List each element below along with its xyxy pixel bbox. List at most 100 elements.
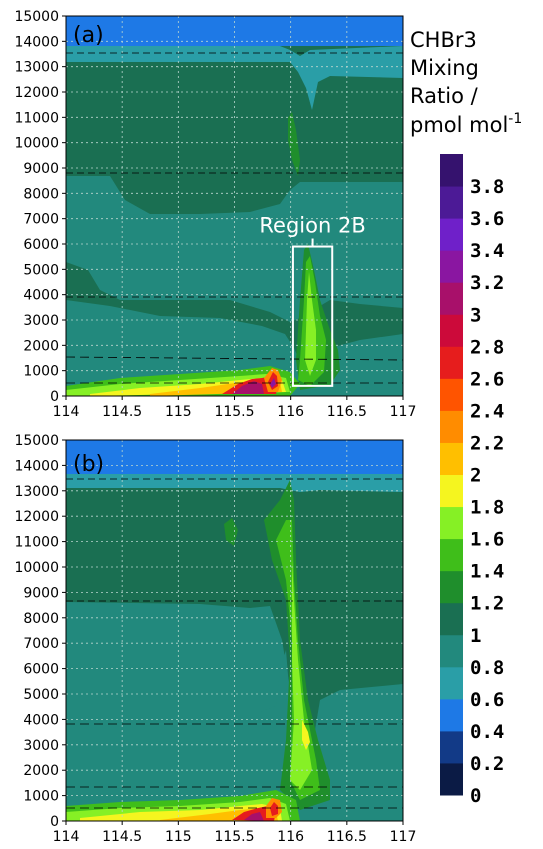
colorbar-title-line-2: Mixing	[410, 56, 479, 80]
colorbar-level-label: 2.2	[470, 432, 504, 454]
colorbar-swatch	[440, 474, 463, 508]
panel-b-y-tick-label: 14000	[14, 458, 59, 474]
panel-a-y-tick-label: 15000	[14, 9, 59, 25]
panel-a-y-tick-label: 10000	[14, 136, 59, 152]
colorbar-swatch	[440, 442, 463, 475]
panel-a-fill-surface-magenta	[232, 381, 264, 394]
colorbar-title-line-1: CHBr3	[410, 28, 477, 52]
panel-a-y-tick-label: 4000	[23, 288, 59, 304]
colorbar-level-label: 3.4	[470, 240, 504, 262]
colorbar-level-label: 3.6	[470, 208, 504, 230]
colorbar-level-label: 0.2	[470, 753, 504, 775]
colorbar-level-label: 0.4	[470, 721, 504, 743]
panel-b-y-tick-label: 8000	[23, 611, 59, 627]
panel-b-plot-area	[66, 440, 403, 821]
colorbar-level-label: 2.6	[470, 368, 504, 390]
panel-b-fill-mid-teal-2	[66, 650, 296, 790]
colorbar-level-label: 3.2	[470, 272, 504, 294]
panel-a-y-tick-label: 12000	[14, 85, 59, 101]
panel-b-y-tick-label: 11000	[14, 535, 59, 551]
panel-b-x-tick-label: 115.5	[214, 829, 254, 845]
colorbar-level-label: 1.8	[470, 497, 504, 519]
panel-a-x-tick-label: 114.5	[102, 404, 142, 420]
panel-b-x-tick-label: 114	[53, 829, 80, 845]
panel-b-y-tick-label: 12000	[14, 509, 59, 525]
panel-b-y-tick-label: 2000	[23, 763, 59, 779]
panel-b-y-tick-label: 10000	[14, 560, 59, 576]
panel-b-y-tick-label: 4000	[23, 712, 59, 728]
panel-a-y-tick-label: 8000	[23, 186, 59, 202]
colorbar-swatch	[440, 602, 463, 636]
colorbar-swatch	[440, 218, 463, 251]
panel-a-y-tick-label: 5000	[23, 262, 59, 278]
panel-a-fill-column-bright	[305, 272, 316, 376]
panel-b-fill-column-yellow	[302, 720, 310, 750]
panel-a-x-tick-label: 117	[390, 404, 417, 420]
colorbar-swatch	[440, 378, 463, 411]
colorbar-level-label: 1.6	[470, 529, 504, 551]
colorbar-level-label: 0	[470, 785, 481, 807]
colorbar-labels: 0 0.2 0.4 0.6 0.8 1 1.2 1.4 1.6 1.8 2 2.2 2.4 2.6 2.8 3…	[470, 176, 504, 807]
panel-a-fill-upper-teal	[66, 46, 403, 110]
panel-a-x-tick-label: 115	[165, 404, 192, 420]
panel-a-y-tick-label: 2000	[23, 338, 59, 354]
colorbar-swatch	[440, 634, 463, 668]
panel-b-fill-upper-teal	[66, 474, 403, 492]
panel-b-y-tick-label: 13000	[14, 484, 59, 500]
panel-a-y-tick-label: 14000	[14, 34, 59, 50]
colorbar-swatch	[440, 538, 463, 572]
colorbar-level-label: 3	[470, 304, 481, 326]
panel-a-y-tick-label: 6000	[23, 237, 59, 253]
panel-a-axes: 114 114.5 115 115.5 116 116.5 117 0 1000 2000 3000…	[14, 9, 416, 420]
panel-a-y-tick-label: 7000	[23, 212, 59, 228]
colorbar-swatch	[440, 570, 463, 604]
panel-b-y-tick-label: 15000	[14, 433, 59, 449]
colorbar-units: pmol mol-1	[410, 111, 522, 137]
panel-b-x-tick-label: 117	[390, 829, 417, 845]
colorbar-level-label: 3.8	[470, 176, 504, 198]
colorbar-swatch	[440, 730, 463, 764]
colorbar-title-line-3: Ratio /	[410, 84, 479, 108]
colorbar-swatch	[440, 154, 463, 187]
colorbar-swatch	[440, 506, 463, 540]
panel-a-plot-area	[66, 16, 403, 396]
panel-b-fill-column-bright	[290, 560, 312, 790]
panel-a-gridlines	[66, 16, 403, 396]
colorbar-swatch	[440, 186, 463, 219]
panel-b-y-tick-label: 7000	[23, 636, 59, 652]
panel-b-fill-hotspot-red	[270, 802, 278, 816]
colorbar-swatch	[440, 314, 463, 347]
colorbar-swatch	[440, 698, 463, 732]
panel-b-y-tick-label: 0	[50, 814, 59, 830]
panel-b-y-tick-label: 5000	[23, 687, 59, 703]
panel-b-y-tick-label: 6000	[23, 662, 59, 678]
panel-a-x-tick-label: 116.5	[327, 404, 367, 420]
panel-a-y-tick-label: 13000	[14, 60, 59, 76]
panel-a-fill-hotspot-purple	[270, 378, 276, 388]
panel-b-y-tick-label: 9000	[23, 585, 59, 601]
region-2b-label: Region 2B	[259, 214, 365, 238]
panel-b-gridlines	[66, 440, 403, 821]
panel-b-y-tick-label: 1000	[23, 789, 59, 805]
panel-a: Region 2B (a) 114 114.5 115 115.5 116 116.5 11…	[14, 9, 416, 420]
colorbar: CHBr3 Mixing Ratio / pmol mol-1 0 0.2 0.4 0…	[410, 28, 522, 807]
colorbar-swatch	[440, 346, 463, 379]
panel-a-y-tick-label: 11000	[14, 110, 59, 126]
panel-b-fill-surface-magenta	[244, 812, 264, 821]
colorbar-level-label: 2	[470, 465, 481, 487]
colorbar-swatches	[440, 154, 463, 796]
panel-a-x-tick-label: 115.5	[214, 404, 254, 420]
colorbar-level-label: 0.8	[470, 657, 504, 679]
panel-b-x-tick-label: 114.5	[102, 829, 142, 845]
panel-a-fill-mid-teal	[66, 176, 403, 322]
panel-b-x-tick-label: 116.5	[327, 829, 367, 845]
panel-a-y-tick-label: 9000	[23, 161, 59, 177]
panel-b-x-tick-label: 115	[165, 829, 192, 845]
panel-a-x-tick-label: 114	[53, 404, 80, 420]
colorbar-swatch	[440, 282, 463, 315]
colorbar-units-text: pmol mol	[410, 113, 508, 137]
colorbar-swatch	[440, 666, 463, 700]
panel-b-y-tick-label: 3000	[23, 738, 59, 754]
panel-a-y-tick-label: 0	[50, 389, 59, 405]
